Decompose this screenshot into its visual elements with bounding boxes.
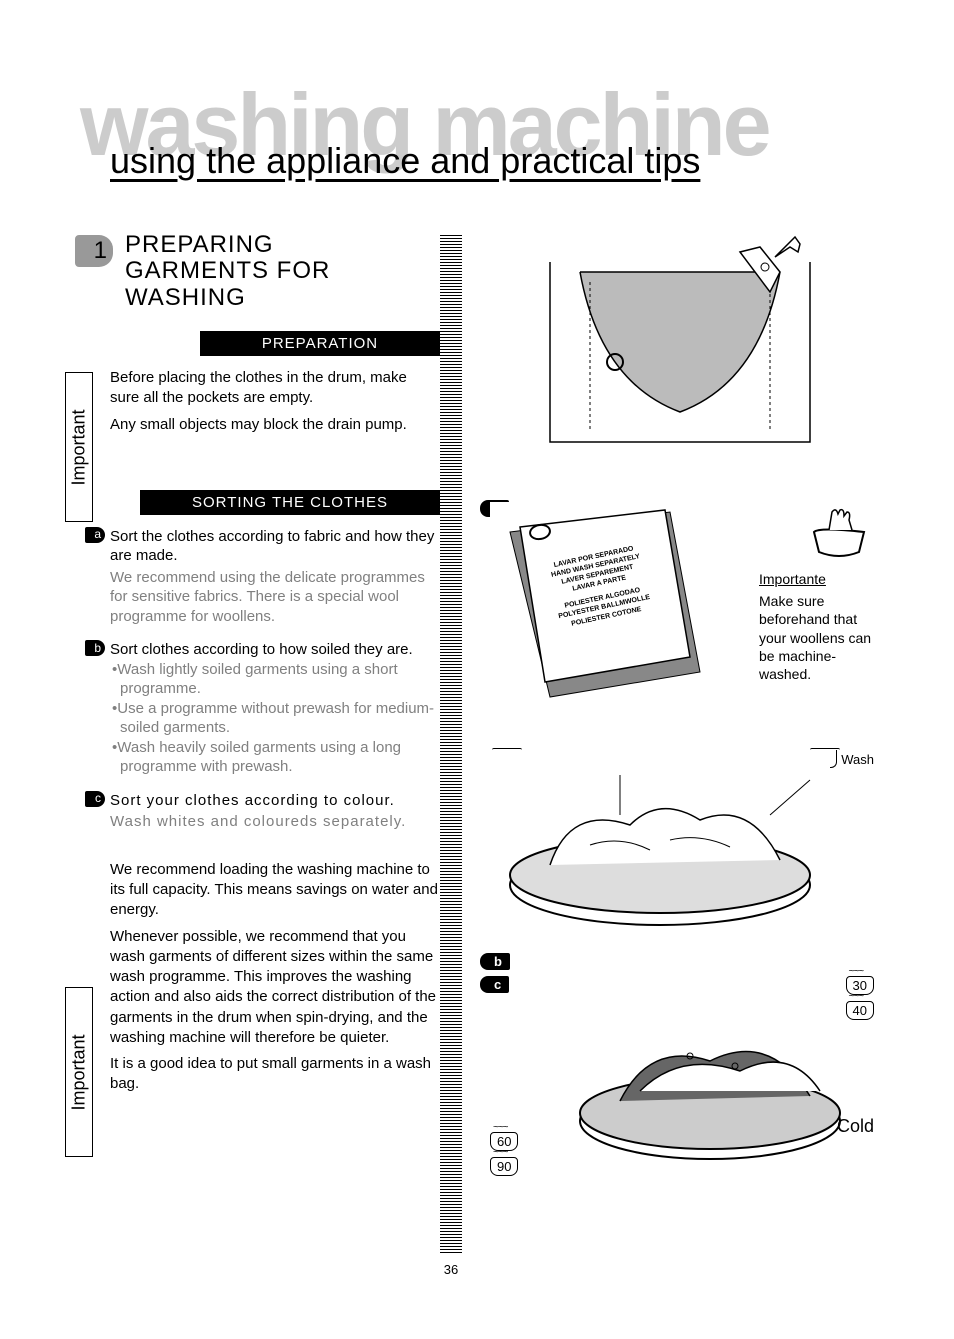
sort-b-bul2: •Use a programme without prewash for med… <box>110 699 440 738</box>
sub-header-sorting: SORTING THE CLOTHES <box>140 490 440 515</box>
important-box-2: Important <box>65 987 93 1157</box>
pocket-illustration <box>480 232 840 472</box>
sort-c-lead: Sort your clothes according to colour. <box>110 791 440 811</box>
prep-text-2: Any small objects may block the drain pu… <box>110 415 440 435</box>
sort-b-bul3: •Wash heavily soiled garments using a lo… <box>110 738 440 777</box>
recommend-3: It is a good idea to put small garments … <box>110 1054 440 1095</box>
important-box: Important <box>65 372 93 522</box>
temp-badges-left: 60 90 <box>490 1132 518 1176</box>
right-column: a LAVAR POR SEPARADO HAND WASH SEPARATEL… <box>470 232 874 1186</box>
fabric-label-illustration: LAVAR POR SEPARADO HAND WASH SEPARATELY … <box>490 502 710 702</box>
page-number: 36 <box>440 1260 462 1279</box>
note-header: Importante <box>759 570 874 588</box>
temp-badges-right: 30 40 Cold <box>837 976 874 1137</box>
sort-item-c: c Sort your clothes according to colour.… <box>110 791 440 832</box>
marker-a: a <box>85 527 105 543</box>
sort-c-sub: Wash whites and coloureds separately. <box>110 812 440 832</box>
basin-illustration <box>490 750 830 950</box>
cold-section: c 60 90 30 40 <box>470 976 874 1186</box>
sort-a-lead: Sort the clothes according to fabric and… <box>110 527 440 566</box>
sort-item-a: a Sort the clothes according to fabric a… <box>110 527 440 627</box>
prep-text-1: Before placing the clothes in the drum, … <box>110 368 440 409</box>
note-body: Make sure beforehand that your woollens … <box>759 592 874 683</box>
main-title: using the appliance and practical tips <box>110 140 874 182</box>
marker-c: c <box>85 791 105 807</box>
wash-label-r: Wash <box>841 752 874 767</box>
sub-header-preparation: PREPARATION <box>200 331 440 356</box>
tag-c: c <box>480 976 509 993</box>
spiral-binding <box>440 235 462 1255</box>
note-box: Importante Make sure beforehand that you… <box>759 570 874 683</box>
tag-b: b <box>480 953 510 970</box>
recommend-2: Whenever possible, we recommend that you… <box>110 927 440 1049</box>
sort-b-lead: Sort clothes according to how soiled the… <box>110 640 440 660</box>
sort-b-bul1: •Wash lightly soiled garments using a sh… <box>110 660 440 699</box>
recommend-1: We recommend loading the washing machine… <box>110 860 440 921</box>
important-label: Important <box>69 409 90 485</box>
temp-90: 90 <box>490 1157 518 1176</box>
section-title-line: PREPARING <box>125 231 274 258</box>
section-title-line: WASHING <box>125 284 246 311</box>
section-number-badge: 1 <box>75 235 113 267</box>
cold-label: Cold <box>837 1116 874 1137</box>
temp-40: 40 <box>846 1001 874 1020</box>
left-column: 1 PREPARING GARMENTS FOR WASHING PREPARA… <box>80 232 440 1186</box>
section-title-line: GARMENTS FOR <box>125 257 330 284</box>
marker-b: b <box>85 640 105 656</box>
cold-basin-illustration <box>560 991 860 1171</box>
handwash-icon <box>804 502 874 562</box>
sort-a-sub: We recommend using the delicate programm… <box>110 568 440 627</box>
important-label-2: Important <box>69 1034 90 1110</box>
sort-item-b: b Sort clothes according to how soiled t… <box>110 640 440 777</box>
section-title: PREPARING GARMENTS FOR WASHING <box>125 232 440 311</box>
